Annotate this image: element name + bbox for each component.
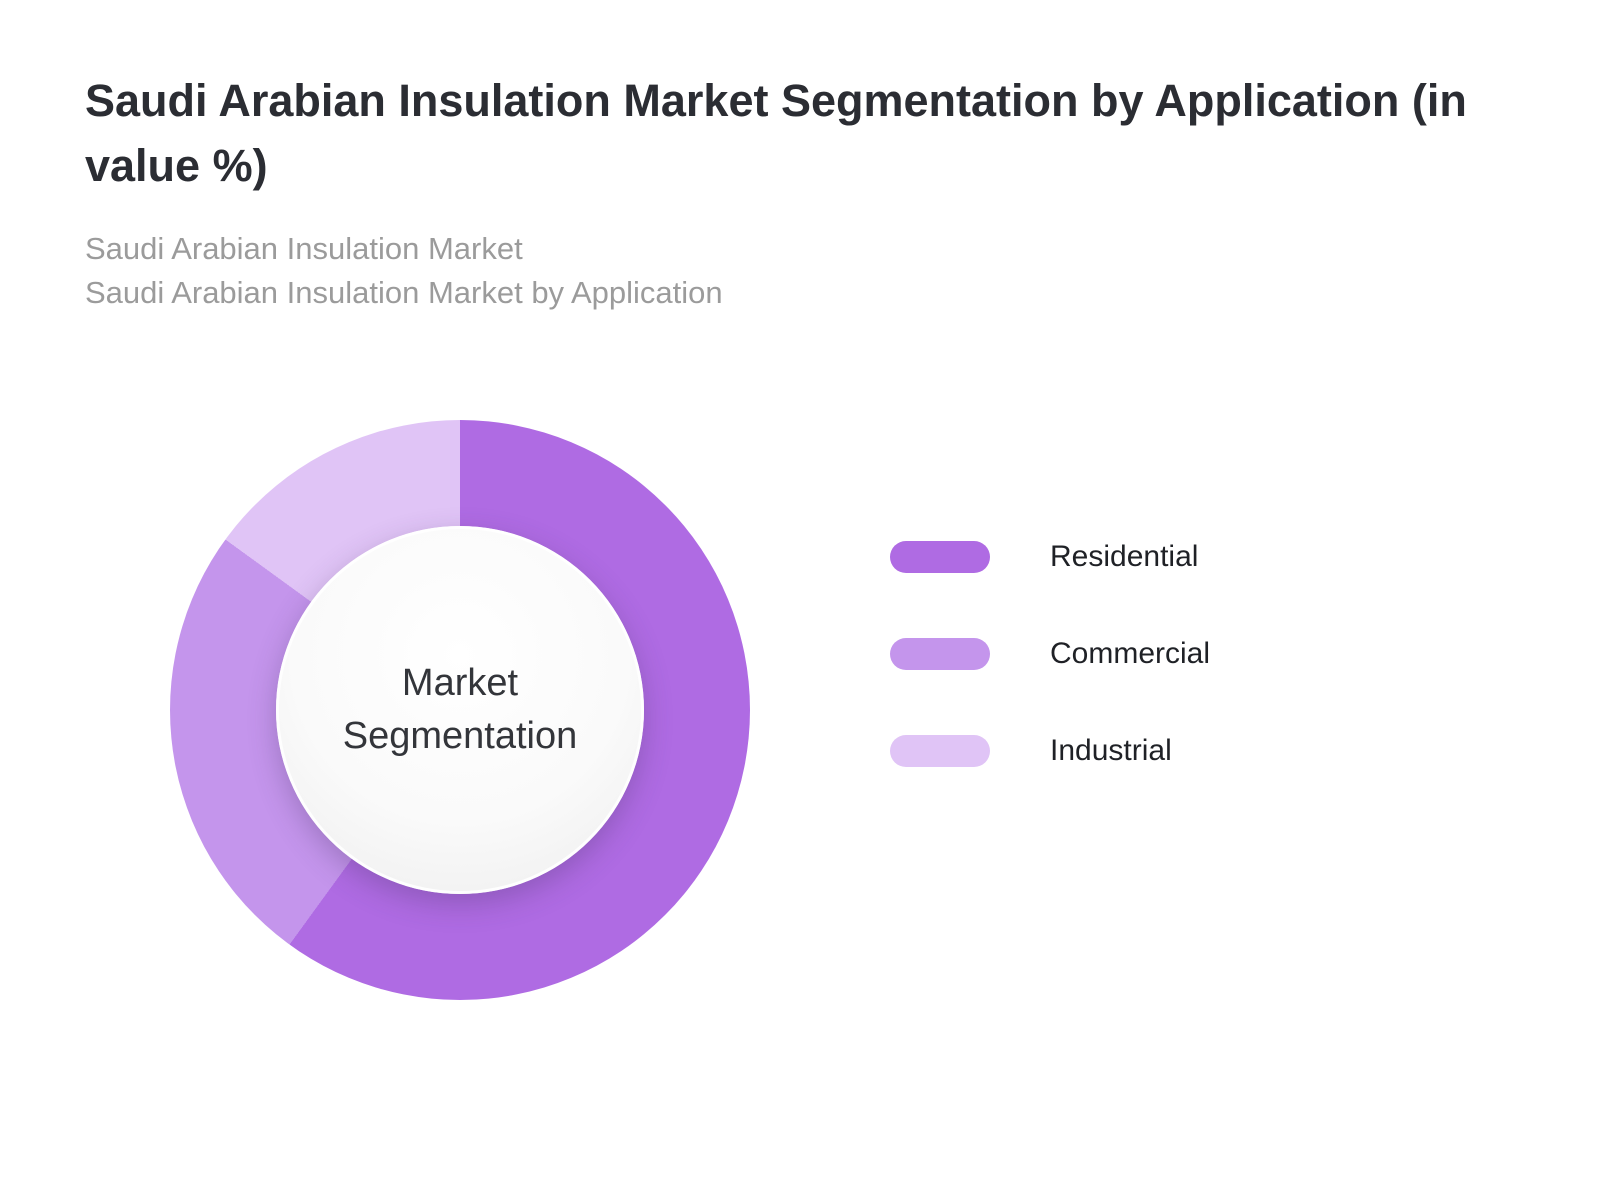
subtitle-block: Saudi Arabian Insulation Market Saudi Ar… <box>85 227 1555 317</box>
legend-swatch <box>890 541 990 573</box>
legend-item: Commercial <box>890 637 1210 671</box>
chart-header: Saudi Arabian Insulation Market Segmenta… <box>85 68 1555 316</box>
donut-center-circle: Market Segmentation <box>276 526 644 894</box>
legend-label: Industrial <box>1050 734 1172 767</box>
legend-swatch <box>890 735 990 767</box>
legend-swatch <box>890 638 990 670</box>
subtitle-line-1: Saudi Arabian Insulation Market <box>85 230 523 266</box>
donut-center-label: Market Segmentation <box>342 661 578 757</box>
legend: Residential Commercial Industrial <box>890 540 1210 768</box>
legend-label: Residential <box>1050 540 1199 573</box>
page-title: Saudi Arabian Insulation Market Segmenta… <box>85 75 1467 192</box>
legend-item: Industrial <box>890 734 1210 768</box>
subtitle-line-2: Saudi Arabian Insulation Market by Appli… <box>85 275 723 311</box>
legend-item: Residential <box>890 540 1210 574</box>
legend-label: Commercial <box>1050 637 1211 670</box>
donut-chart: Market Segmentation <box>170 420 750 1000</box>
